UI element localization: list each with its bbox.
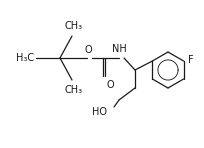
Text: CH₃: CH₃ xyxy=(65,21,83,31)
Text: F: F xyxy=(188,55,193,65)
Text: O: O xyxy=(106,80,114,90)
Text: O: O xyxy=(84,45,92,55)
Text: NH: NH xyxy=(112,44,126,54)
Text: H₃C: H₃C xyxy=(16,53,34,63)
Text: CH₃: CH₃ xyxy=(65,85,83,95)
Text: HO: HO xyxy=(92,107,107,117)
